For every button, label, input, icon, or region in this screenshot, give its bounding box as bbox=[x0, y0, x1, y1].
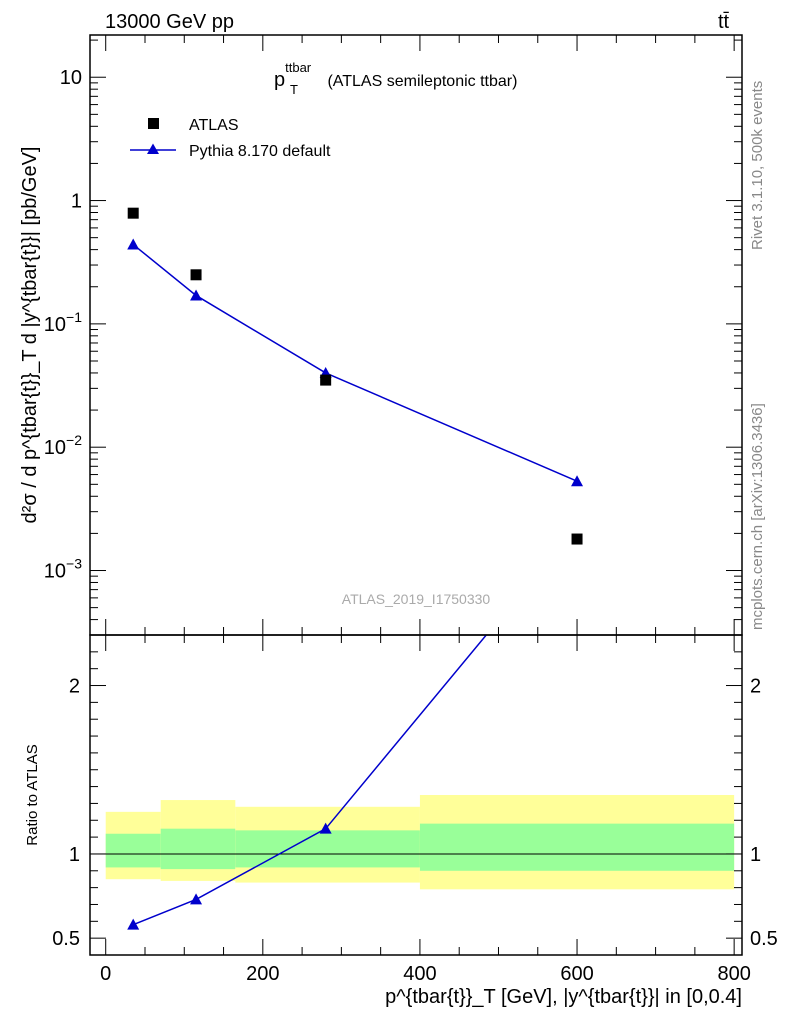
main-title-sup: ttbar bbox=[285, 60, 312, 75]
x-axis-label: p^{tbar{t}}_T [GeV], |y^{tbar{t}}| in [0… bbox=[385, 986, 742, 1008]
x-tick-label: 600 bbox=[560, 963, 593, 985]
ratio-y-tick-label-right: 0.5 bbox=[750, 928, 778, 950]
ratio-band-inner bbox=[235, 830, 420, 868]
data-point bbox=[127, 207, 139, 219]
ratio-y-tick-label-right: 2 bbox=[750, 676, 761, 698]
data-point bbox=[190, 269, 202, 281]
x-tick-label: 400 bbox=[403, 963, 436, 985]
ratio-frame bbox=[89, 634, 743, 956]
x-tick-label: 0 bbox=[100, 963, 111, 985]
ratio-band-inner bbox=[419, 823, 735, 871]
energy-label: 13000 GeV pp bbox=[105, 11, 234, 33]
process-label: tt̄ bbox=[718, 11, 730, 33]
legend-mc-marker bbox=[147, 143, 159, 154]
data-point bbox=[571, 533, 583, 545]
ratio-y-tick-label: 1 bbox=[69, 844, 80, 866]
mcplots-label: mcplots.cern.ch [arXiv:1306.3436] bbox=[749, 403, 766, 630]
ratio-ylabel: Ratio to ATLAS bbox=[24, 744, 41, 845]
ratio-point bbox=[127, 918, 140, 930]
legend: ATLAS Pythia 8.170 default bbox=[130, 117, 331, 160]
main-title-rest: (ATLAS semileptonic ttbar) bbox=[323, 73, 517, 90]
mc-point bbox=[571, 475, 584, 487]
mc-point bbox=[190, 289, 203, 301]
main-title-p: p bbox=[274, 69, 285, 91]
ratio-bands bbox=[105, 795, 735, 890]
ratio-panel: 0.5 0.5 1 1 2 2 Ratio to ATLAS bbox=[24, 634, 778, 956]
main-ylabel: d²σ / d p^{tbar{t}}_T d |y^{tbar{t}}| [p… bbox=[19, 147, 41, 524]
watermark: ATLAS_2019_I1750330 bbox=[342, 591, 491, 607]
x-tick-labels: 0 200 400 600 800 bbox=[100, 963, 751, 985]
main-frame bbox=[89, 34, 743, 636]
mc-line bbox=[132, 243, 578, 482]
main-title-sub: T bbox=[290, 82, 298, 97]
main-y-tick-label: 10−1 bbox=[44, 309, 82, 336]
ratio-axis-ticks: 0.5 0.5 1 1 2 2 bbox=[52, 635, 778, 955]
ratio-line bbox=[132, 635, 488, 926]
legend-mc-label: Pythia 8.170 default bbox=[189, 143, 331, 160]
main-y-tick-label: 10−2 bbox=[44, 432, 82, 459]
mc-point bbox=[127, 238, 140, 250]
x-tick-label: 200 bbox=[246, 963, 279, 985]
ratio-point bbox=[190, 893, 203, 905]
main-title: pttbar T (ATLAS semileptonic ttbar) bbox=[274, 60, 517, 97]
main-y-tick-label: 10−3 bbox=[44, 556, 82, 583]
x-tick-label: 800 bbox=[717, 963, 750, 985]
ratio-band-inner bbox=[160, 828, 236, 870]
legend-data-label: ATLAS bbox=[189, 117, 239, 134]
data-point bbox=[320, 374, 332, 386]
main-y-tick-label: 1 bbox=[71, 191, 82, 213]
ratio-y-tick-label-right: 1 bbox=[750, 844, 761, 866]
main-y-tick-label: 10 bbox=[60, 67, 82, 89]
ratio-series-clip bbox=[127, 635, 488, 930]
ratio-y-tick-label: 2 bbox=[69, 676, 80, 698]
ratio-series bbox=[127, 635, 488, 930]
rivet-label: Rivet 3.1.10, 500k events bbox=[749, 81, 766, 250]
main-panel: 10−3 10−2 10−1 1 10 pttbar T (ATLAS semilepto… bbox=[19, 34, 743, 636]
ratio-point bbox=[319, 822, 332, 834]
ratio-y-tick-label: 0.5 bbox=[52, 928, 80, 950]
ratio-band-inner bbox=[105, 833, 161, 868]
legend-data-marker bbox=[148, 118, 159, 129]
main-series bbox=[127, 207, 584, 545]
